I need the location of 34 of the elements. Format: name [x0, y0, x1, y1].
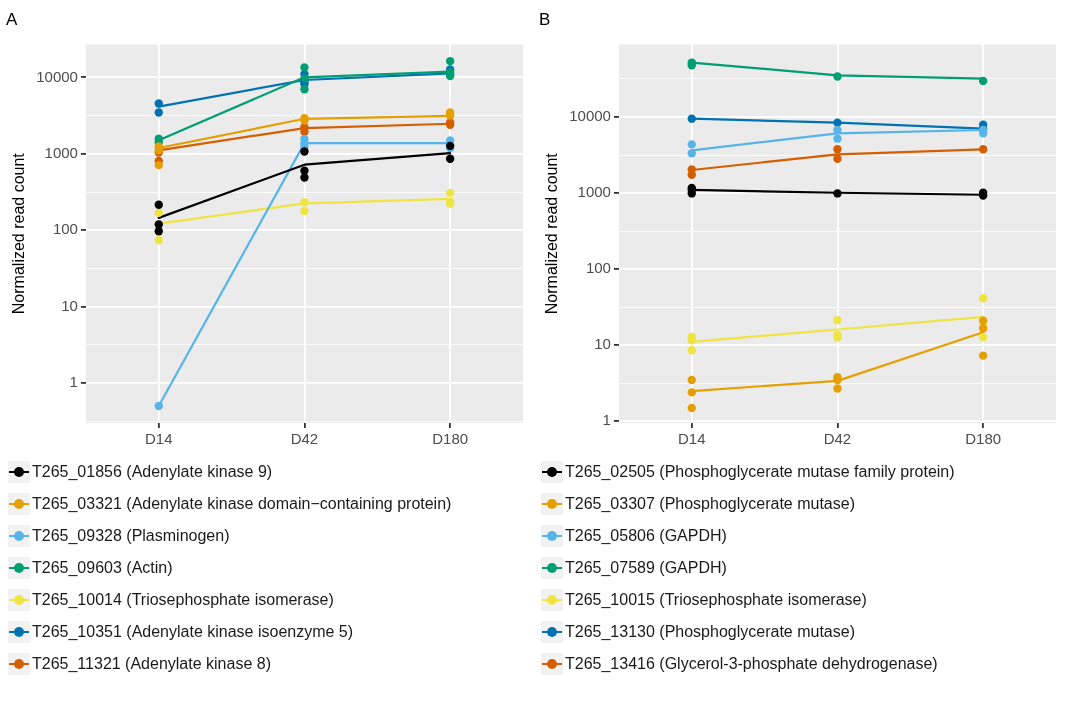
legend-label: T265_03307 (Phosphoglycerate mutase)	[565, 495, 855, 513]
y-tick-label: 10	[61, 296, 78, 314]
legend-label: T265_09603 (Actin)	[32, 559, 173, 577]
legend-label: T265_11321 (Adenylate kinase 8)	[32, 655, 271, 673]
legend-label: T265_02505 (Phosphoglycerate mutase family protein)	[565, 463, 955, 481]
chart-title: A	[6, 9, 18, 29]
y-tick-label: 10000	[569, 107, 611, 125]
x-tick-label: D42	[823, 430, 852, 448]
legend-label: T265_10015 (Triosephosphate isomerase)	[565, 591, 867, 609]
y-axis-title: Normalized read count	[10, 152, 28, 315]
legend-label: T265_10014 (Triosephosphate isomerase)	[32, 591, 334, 609]
y-tick-label: 100	[52, 220, 78, 238]
y-tick-label: 10	[594, 335, 611, 353]
chart-title: B	[539, 9, 551, 29]
y-axis-title: Normalized read count	[543, 152, 561, 315]
legend-label: T265_13416 (Glycerol-3-phosphate dehydrogenase)	[565, 655, 938, 673]
x-tick-label: D14	[144, 430, 173, 448]
x-tick-label: D180	[965, 430, 1002, 448]
legend-label: T265_09328 (Plasminogen)	[32, 527, 230, 545]
legend-label: T265_03321 (Adenylate kinase domain−containing protein)	[32, 495, 452, 513]
y-tick-label: 1000	[577, 183, 611, 201]
x-tick-label: D42	[290, 430, 319, 448]
legend-label: T265_10351 (Adenylate kinase isoenzyme 5)	[32, 623, 354, 641]
x-tick-label: D180	[432, 430, 469, 448]
y-tick-label: 100	[585, 259, 611, 277]
y-tick-label: 1000	[44, 143, 78, 161]
legend-label: T265_13130 (Phosphoglycerate mutase)	[565, 623, 855, 641]
y-tick-label: 10000	[36, 67, 78, 85]
legend-label: T265_07589 (GAPDH)	[565, 559, 727, 577]
legend-label: T265_05806 (GAPDH)	[565, 527, 727, 545]
y-tick-label: 1	[69, 373, 78, 391]
legend-label: T265_01856 (Adenylate kinase 9)	[32, 463, 273, 481]
y-tick-label: 1	[602, 411, 611, 429]
x-tick-label: D14	[677, 430, 706, 448]
